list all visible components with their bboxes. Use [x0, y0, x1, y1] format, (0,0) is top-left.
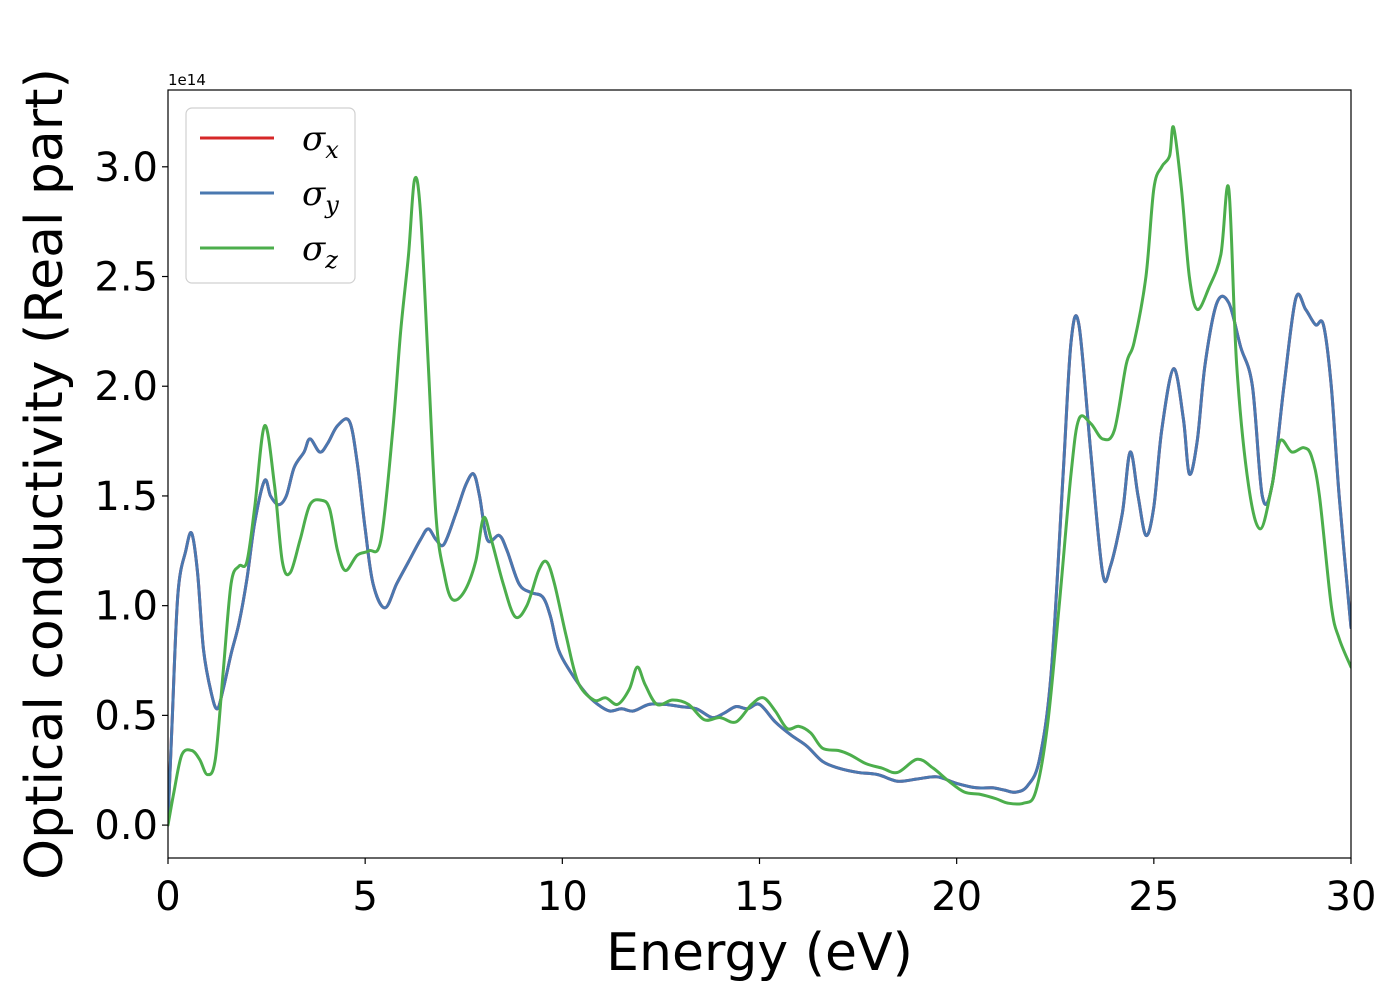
y-axis-label: Optical conductivity (Real part) [15, 68, 75, 880]
series-line-z [168, 125, 1351, 827]
legend-label-z: σz [302, 229, 338, 274]
x-tick-label: 5 [352, 874, 377, 920]
legend-label-x: σx [302, 119, 339, 164]
legend-label-y: σy [302, 174, 339, 219]
y-tick-label: 1.5 [94, 474, 158, 520]
legend: σx σy σz [185, 107, 356, 284]
x-tick-label: 15 [734, 874, 785, 920]
y-tick-label: 3.0 [94, 145, 158, 191]
y-tick-label: 0.5 [94, 693, 158, 739]
x-tick-label: 30 [1326, 874, 1377, 920]
series-line-y [168, 292, 1351, 823]
y-tick-label: 0.0 [94, 803, 158, 849]
y-tick-label: 1.0 [94, 584, 158, 630]
x-axis-label: Energy (eV) [606, 923, 913, 983]
legend-box [185, 107, 356, 284]
x-tick-label: 0 [155, 874, 180, 920]
y-tick-label: 2.5 [94, 255, 158, 301]
series-lines [168, 125, 1351, 827]
x-tick-label: 20 [931, 874, 982, 920]
x-axis-ticks: 0 5 10 15 20 25 30 [155, 858, 1376, 920]
x-tick-label: 10 [537, 874, 588, 920]
y-axis-ticks: 0.0 0.5 1.0 1.5 2.0 2.5 3.0 [94, 145, 168, 849]
x-tick-label: 25 [1128, 874, 1179, 920]
y-offset-text: 1e14 [168, 71, 206, 89]
y-tick-label: 2.0 [94, 364, 158, 410]
